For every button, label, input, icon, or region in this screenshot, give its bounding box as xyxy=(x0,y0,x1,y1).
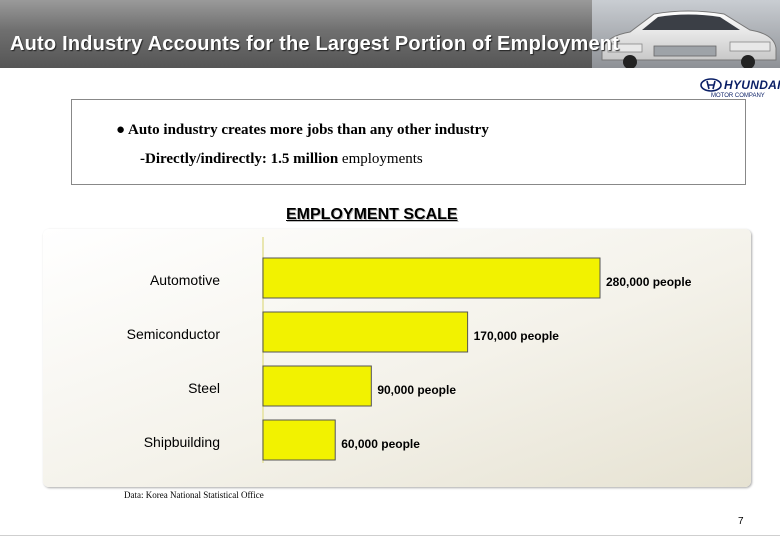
title-bar: Auto Industry Accounts for the Largest P… xyxy=(0,0,780,68)
data-label-semiconductor: 170,000 people xyxy=(474,329,560,343)
source-note: Data: Korea National Statistical Office xyxy=(124,490,264,500)
category-label-steel: Steel xyxy=(188,380,220,396)
car-photo xyxy=(592,0,780,68)
hyundai-logo: HYUNDAI MOTOR COMPANY xyxy=(700,78,780,102)
bullet-sub-rest: employments xyxy=(338,151,423,167)
bar-steel xyxy=(262,365,372,407)
data-label-automotive: 280,000 people xyxy=(606,275,692,289)
bar-semiconductor xyxy=(262,311,469,353)
logo-subtitle: MOTOR COMPANY xyxy=(711,93,765,99)
bullet-sub: -Directly/indirectly: 1.5 million employ… xyxy=(140,151,423,168)
bar-shipbuilding xyxy=(262,419,336,461)
category-label-semiconductor: Semiconductor xyxy=(127,326,221,342)
page-title: Auto Industry Accounts for the Largest P… xyxy=(10,33,620,55)
chart-title: EMPLOYMENT SCALE xyxy=(286,206,458,223)
category-label-shipbuilding: Shipbuilding xyxy=(144,434,220,450)
category-label-automotive: Automotive xyxy=(150,272,220,288)
info-box: ● Auto industry creates more jobs than a… xyxy=(71,99,746,185)
chart-panel: Automotive 280,000 people Semiconductor 170… xyxy=(43,229,751,487)
logo-brand-text: HYUNDAI xyxy=(724,78,780,92)
hyundai-logo-mark-icon xyxy=(700,78,722,92)
data-label-steel: 90,000 people xyxy=(377,383,456,397)
bullet-sub-bold: -Directly/indirectly: 1.5 million xyxy=(140,151,339,167)
bullet-main: ● Auto industry creates more jobs than a… xyxy=(116,122,489,138)
bar-automotive xyxy=(262,257,601,299)
data-label-shipbuilding: 60,000 people xyxy=(341,437,420,451)
page-number: 7 xyxy=(738,516,744,527)
bottom-divider xyxy=(0,535,780,536)
employment-bar-chart: Automotive 280,000 people Semiconductor 170… xyxy=(127,237,692,463)
